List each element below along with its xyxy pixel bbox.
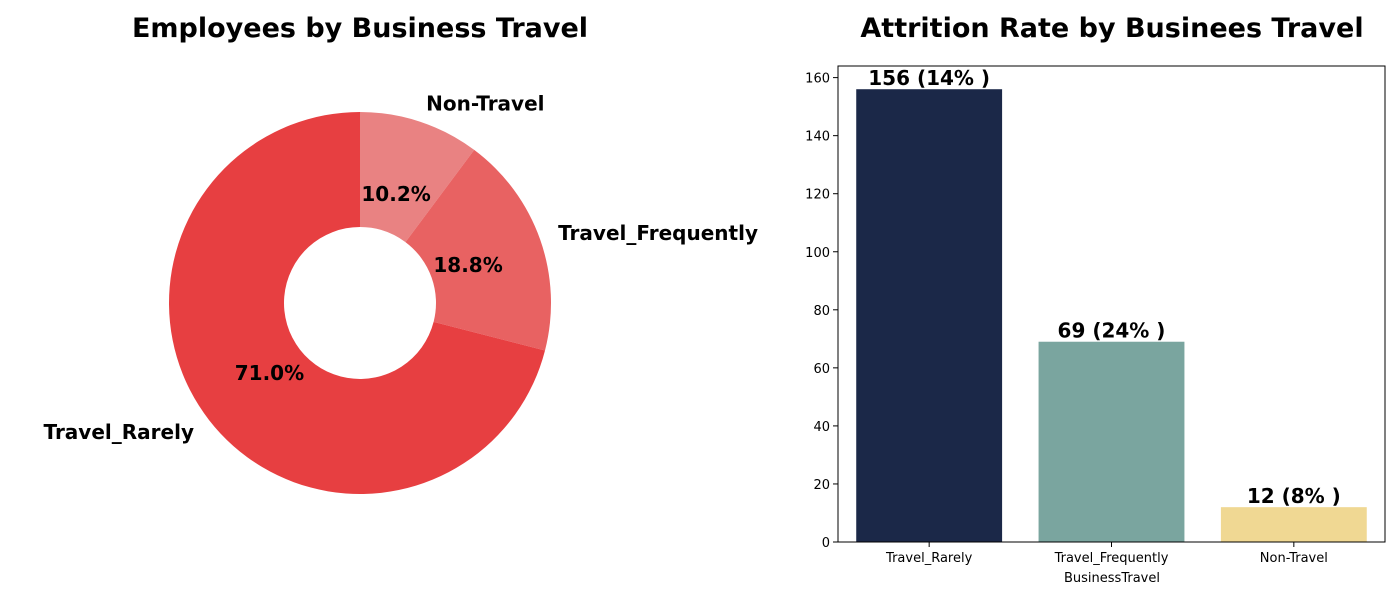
donut-slice-travel-rarely	[169, 112, 545, 494]
y-tick-label: 20	[813, 478, 830, 493]
bar-x-axis: Travel_Rarely Travel_Frequently Non-Travel	[885, 542, 1328, 566]
bar-travel-frequently	[1038, 341, 1185, 542]
y-tick-label: 0	[822, 536, 830, 551]
y-tick-label: 40	[813, 420, 830, 435]
bar-y-axis: 0 20 40 60 80 100 120 140 160	[805, 72, 838, 551]
donut-chart: Employees by Business Travel 10.2% Non-Tr…	[44, 13, 759, 494]
y-tick-label: 140	[805, 130, 830, 145]
donut-labels: 10.2% Non-Travel 18.8% Travel_Frequently 71.…	[44, 92, 759, 444]
bar-value-label: 12 (8% )	[1247, 484, 1341, 508]
bar-x-axis-label: BusinessTravel	[1064, 571, 1160, 586]
donut-percent-label: 71.0%	[235, 361, 304, 385]
bar-chart: Attrition Rate by Businees Travel 0 20 40 6…	[805, 13, 1386, 586]
bar-non-travel	[1220, 507, 1367, 542]
y-tick-label: 120	[805, 188, 830, 203]
donut-chart-title: Employees by Business Travel	[132, 13, 588, 44]
bar-value-label: 69 (24% )	[1058, 319, 1166, 343]
y-tick-label: 60	[813, 362, 830, 377]
donut-category-label: Travel_Rarely	[44, 420, 194, 444]
donut-slice-travel-frequently	[405, 149, 551, 351]
bar-chart-title: Attrition Rate by Businees Travel	[860, 13, 1363, 44]
y-tick-label: 160	[805, 72, 830, 87]
x-tick-label: Non-Travel	[1260, 551, 1328, 566]
bar-series: 156 (14% ) 69 (24% ) 12 (8% )	[856, 66, 1367, 542]
x-tick-label: Travel_Frequently	[1054, 551, 1169, 566]
bar-travel-rarely	[856, 89, 1003, 542]
x-tick-label: Travel_Rarely	[885, 551, 973, 566]
donut-slice-non-travel	[360, 112, 475, 243]
donut-percent-label: 18.8%	[433, 253, 502, 277]
bar-value-label: 156 (14% )	[868, 66, 990, 90]
y-tick-label: 100	[805, 246, 830, 261]
donut-percent-label: 10.2%	[361, 182, 430, 206]
bar-plot-frame	[837, 65, 1386, 543]
y-tick-label: 80	[813, 304, 830, 319]
donut-category-label: Travel_Frequently	[558, 221, 758, 245]
donut-slices	[169, 112, 551, 494]
donut-category-label: Non-Travel	[426, 92, 544, 116]
